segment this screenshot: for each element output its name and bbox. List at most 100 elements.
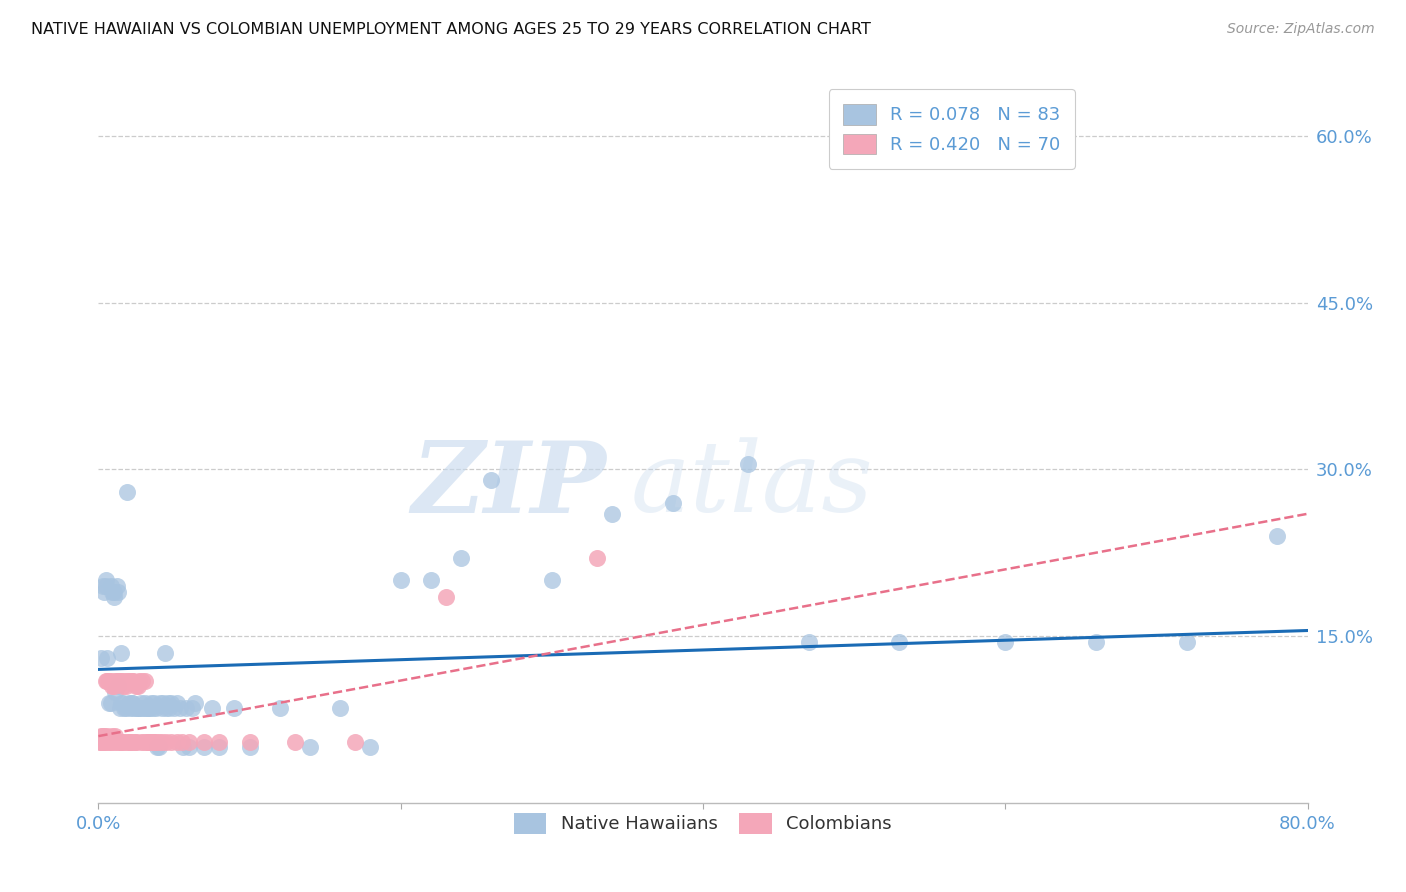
Point <box>127 679 149 693</box>
Point <box>101 584 124 599</box>
Point <box>160 696 183 710</box>
Point <box>131 673 153 688</box>
Point <box>174 701 197 715</box>
Point <box>96 651 118 665</box>
Point <box>100 579 122 593</box>
Point <box>169 701 191 715</box>
Point <box>420 574 443 588</box>
Point <box>602 507 624 521</box>
Point <box>105 579 128 593</box>
Point <box>141 734 163 748</box>
Point <box>98 734 121 748</box>
Point <box>146 740 169 755</box>
Point <box>108 701 131 715</box>
Point <box>450 551 472 566</box>
Point <box>139 734 162 748</box>
Point <box>136 701 159 715</box>
Point <box>135 734 157 748</box>
Point <box>122 673 145 688</box>
Point <box>91 729 114 743</box>
Point <box>201 701 224 715</box>
Point <box>91 734 114 748</box>
Point <box>127 701 149 715</box>
Point <box>152 696 174 710</box>
Point <box>114 701 136 715</box>
Point <box>110 696 132 710</box>
Point <box>142 701 165 715</box>
Point <box>108 673 131 688</box>
Point <box>90 729 112 743</box>
Point <box>1175 634 1198 648</box>
Point <box>136 734 159 748</box>
Point <box>108 734 131 748</box>
Point <box>166 734 188 748</box>
Point <box>120 734 142 748</box>
Point <box>239 734 262 748</box>
Point <box>994 634 1017 648</box>
Point <box>112 673 135 688</box>
Point <box>166 696 188 710</box>
Point <box>131 701 153 715</box>
Point <box>125 701 148 715</box>
Point <box>797 634 820 648</box>
Point <box>434 590 457 604</box>
Point <box>586 551 609 566</box>
Point <box>124 734 146 748</box>
Point <box>184 696 207 710</box>
Point <box>360 740 382 755</box>
Point <box>155 701 177 715</box>
Point <box>111 696 134 710</box>
Point <box>107 584 129 599</box>
Point <box>114 679 136 693</box>
Point <box>100 673 122 688</box>
Point <box>125 679 148 693</box>
Point <box>193 734 215 748</box>
Point <box>128 673 150 688</box>
Point <box>93 584 115 599</box>
Point <box>148 734 170 748</box>
Point <box>269 701 291 715</box>
Point <box>104 684 127 698</box>
Point <box>121 696 143 710</box>
Point <box>179 740 201 755</box>
Point <box>141 696 163 710</box>
Point <box>329 701 352 715</box>
Point <box>145 734 167 748</box>
Point <box>208 740 231 755</box>
Point <box>145 701 167 715</box>
Text: NATIVE HAWAIIAN VS COLOMBIAN UNEMPLOYMENT AMONG AGES 25 TO 29 YEARS CORRELATION : NATIVE HAWAIIAN VS COLOMBIAN UNEMPLOYMEN… <box>31 22 870 37</box>
Point <box>96 673 118 688</box>
Point <box>540 574 562 588</box>
Point <box>139 701 162 715</box>
Point <box>118 696 141 710</box>
Point <box>103 590 125 604</box>
Point <box>149 696 172 710</box>
Point <box>163 701 186 715</box>
Point <box>128 701 150 715</box>
Point <box>160 734 183 748</box>
Point <box>103 584 125 599</box>
Point <box>100 696 122 710</box>
Point <box>105 673 128 688</box>
Point <box>170 734 193 748</box>
Point <box>284 734 307 748</box>
Point <box>112 701 135 715</box>
Legend: Native Hawaiians, Colombians: Native Hawaiians, Colombians <box>499 798 907 848</box>
Point <box>481 474 503 488</box>
Point <box>104 729 127 743</box>
Point <box>224 701 246 715</box>
Point <box>148 740 170 755</box>
Point <box>134 696 156 710</box>
Point <box>299 740 322 755</box>
Point <box>103 679 125 693</box>
Text: atlas: atlas <box>630 437 873 533</box>
Point <box>193 740 215 755</box>
Point <box>153 646 176 660</box>
Point <box>118 734 141 748</box>
Point <box>94 673 117 688</box>
Point <box>143 734 166 748</box>
Point <box>159 701 181 715</box>
Point <box>94 734 117 748</box>
Point <box>115 484 138 499</box>
Point <box>889 634 911 648</box>
